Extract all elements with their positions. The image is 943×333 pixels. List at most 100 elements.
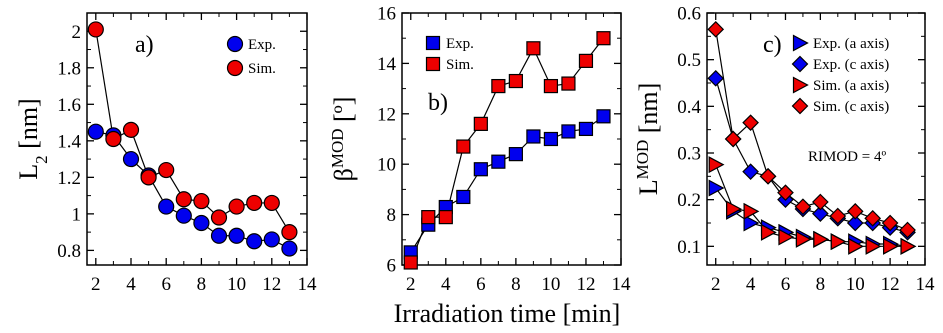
legend-label: Exp.: [248, 37, 276, 53]
data-point: [105, 130, 122, 148]
legend: Exp. Sim.: [226, 35, 276, 77]
data-point: [900, 237, 917, 255]
data-point: [578, 121, 594, 137]
legend-marker: [792, 76, 809, 94]
panel-label: b): [428, 90, 448, 116]
annotation: RIMOD = 4º: [808, 149, 886, 165]
panel-label: c): [763, 32, 782, 58]
data-point: [743, 214, 760, 232]
x-tick-label: 8: [816, 274, 826, 295]
y-tick-label: 0.2: [677, 190, 701, 211]
data-point: [122, 121, 140, 138]
data-point: [759, 167, 777, 185]
data-point: [846, 202, 864, 220]
data-point: [175, 191, 192, 208]
data-point: [473, 162, 488, 177]
x-tick-label: 4: [746, 274, 756, 295]
y-tick-label: 12: [377, 104, 396, 125]
data-point: [228, 227, 245, 244]
legend-label: Sim.: [446, 57, 474, 73]
y-tick-label: 0.8: [57, 241, 81, 262]
data-point: [263, 194, 280, 212]
data-point: [707, 69, 725, 87]
x-tick-label: 12: [262, 274, 281, 295]
series-line: [410, 37, 604, 263]
plot-frame: [86, 12, 308, 266]
legend-label: Sim. (c axis): [813, 99, 889, 115]
legend-marker: [792, 34, 809, 52]
y-axis-label: LMOD [nm]: [633, 83, 664, 196]
data-point: [777, 184, 794, 202]
x-tick-label: 14: [298, 274, 318, 295]
data-point: [864, 209, 882, 227]
y-tick-label: 10: [377, 155, 396, 176]
data-point: [456, 139, 471, 154]
data-point: [508, 147, 523, 162]
x-tick-label: 2: [406, 274, 416, 295]
legend-label: Exp. (c axis): [813, 57, 889, 73]
plot-frame: [706, 12, 926, 266]
data-point: [543, 78, 559, 94]
data-point: [830, 233, 847, 251]
x-tick-label: 2: [711, 274, 721, 295]
y-tick-label: 1.2: [57, 168, 81, 189]
data-point: [899, 221, 916, 239]
data-point: [491, 154, 506, 169]
y-tick-label: 0.6: [677, 4, 701, 25]
x-tick-label: 12: [576, 274, 595, 295]
y-tick-label: 8: [387, 205, 397, 226]
shared-x-axis-label: Irradiation time [min]: [394, 299, 621, 328]
data-point: [561, 76, 576, 91]
x-tick-label: 6: [161, 274, 171, 295]
data-point: [87, 21, 104, 38]
y-tick-label: 0.1: [677, 237, 701, 258]
legend: Exp. Sim.: [425, 35, 474, 73]
legend: Exp. (a axis) Exp. (c axis) Sim. (a axis) S…: [791, 34, 889, 115]
x-tick-label: 6: [781, 274, 791, 295]
x-tick-label: 2: [91, 274, 101, 295]
x-tick-label: 8: [511, 274, 521, 295]
data-point: [812, 205, 829, 223]
data-point: [881, 214, 899, 232]
panel-c: 2 4 6 8 10 12 14 0.1 0.2 0.3 0.4 0.5 0.6 LMOD [nm] c) E…: [633, 4, 936, 296]
y-tick-label: 1.6: [57, 95, 81, 116]
data-point: [263, 231, 280, 248]
data-point: [848, 237, 865, 255]
data-point: [158, 198, 175, 215]
data-point: [210, 209, 228, 226]
data-point: [175, 207, 192, 224]
data-point: [707, 20, 725, 38]
y-tick-label: 0.3: [677, 144, 701, 165]
data-point: [726, 200, 742, 218]
x-tick-label: 8: [197, 274, 207, 295]
y-tick-label: 6: [387, 256, 397, 277]
data-point: [724, 130, 742, 148]
x-tick-label: 4: [126, 274, 136, 295]
data-point: [193, 214, 210, 232]
legend-marker: [226, 59, 244, 77]
legend-label: Sim.: [248, 61, 276, 77]
data-point: [778, 228, 795, 246]
data-point: [543, 131, 559, 147]
data-point: [794, 198, 812, 216]
data-point: [883, 237, 899, 255]
data-point: [228, 198, 245, 215]
data-point: [578, 53, 594, 68]
y-axis-label: βMOD [º]: [328, 97, 359, 182]
data-point: [246, 233, 263, 250]
data-point: [812, 193, 829, 211]
data-point: [87, 123, 104, 140]
y-tick-label: 2: [72, 22, 82, 43]
data-point: [742, 114, 759, 132]
data-point: [596, 109, 611, 124]
x-tick-label: 12: [881, 274, 900, 295]
y-tick-label: 0.4: [677, 97, 701, 118]
y-tick-label: 1.4: [57, 131, 81, 152]
data-point: [865, 237, 882, 255]
data-point: [140, 169, 157, 186]
y-tick-label: 1: [72, 204, 82, 225]
data-point: [246, 194, 263, 212]
data-point: [526, 129, 541, 144]
data-point: [708, 179, 725, 197]
